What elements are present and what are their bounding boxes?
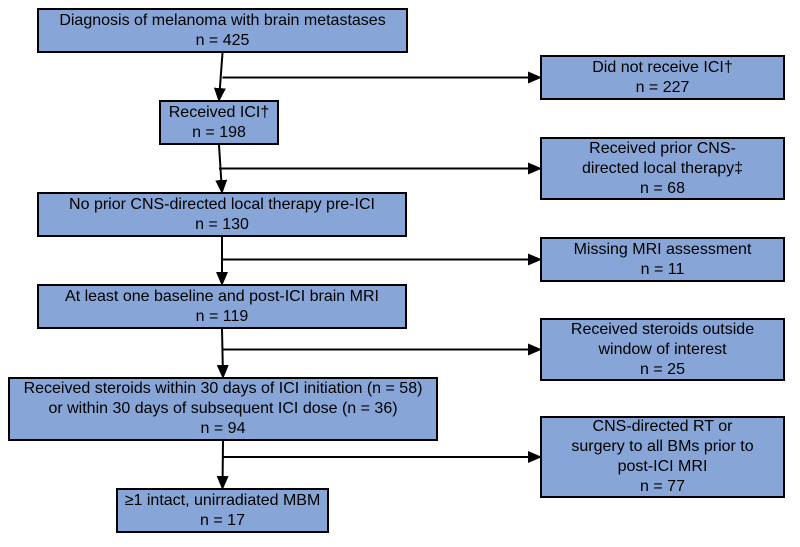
node-n3: No prior CNS-directed local therapy pre-… (37, 192, 407, 237)
node-e1-line1: Did not receive ICI† (592, 58, 733, 78)
node-e4-line3: n = 25 (640, 360, 685, 380)
node-n3-line1: No prior CNS-directed local therapy pre-… (69, 195, 375, 215)
node-e1-line2: n = 227 (636, 78, 690, 98)
node-n1-line1: Diagnosis of melanoma with brain metasta… (59, 11, 385, 31)
node-n6-line1: ≥1 intact, unirradiated MBM (125, 491, 321, 511)
node-n4: At least one baseline and post-ICI brain… (37, 284, 407, 329)
node-e5: CNS-directed RT orsurgery to all BMs pri… (540, 416, 785, 498)
node-e3: Missing MRI assessmentn = 11 (540, 237, 785, 282)
node-n1-line2: n = 425 (196, 31, 250, 51)
node-n1: Diagnosis of melanoma with brain metasta… (37, 8, 408, 53)
node-n2-line2: n = 198 (192, 123, 246, 143)
node-n5-line2: or within 30 days of subsequent ICI dose… (48, 399, 397, 419)
node-n5-line3: n = 94 (201, 419, 246, 439)
node-e5-line1: CNS-directed RT or (593, 417, 733, 437)
flowchart-canvas: Diagnosis of melanoma with brain metasta… (0, 0, 800, 547)
node-e5-line2: surgery to all BMs prior to (571, 437, 753, 457)
node-n2: Received ICI†n = 198 (159, 100, 279, 145)
node-n4-line1: At least one baseline and post-ICI brain… (65, 287, 379, 307)
node-n3-line2: n = 130 (195, 215, 249, 235)
node-n2-line1: Received ICI† (169, 103, 270, 123)
node-e3-line2: n = 11 (641, 260, 685, 280)
node-n6-line2: n = 17 (200, 511, 245, 531)
node-e2-line3: n = 68 (640, 179, 685, 199)
node-e1: Did not receive ICI†n = 227 (540, 55, 785, 100)
node-e4: Received steroids outsidewindow of inter… (540, 318, 785, 381)
node-n5: Received steroids within 30 days of ICI … (8, 377, 438, 441)
node-e2: Received prior CNS-directed local therap… (540, 137, 785, 200)
node-e4-line1: Received steroids outside (571, 320, 754, 340)
node-e2-line2: directed local therapy‡ (582, 159, 743, 179)
node-n4-line2: n = 119 (196, 307, 249, 327)
node-e5-line3: post-ICI MRI (618, 457, 708, 477)
node-n6: ≥1 intact, unirradiated MBMn = 17 (116, 488, 329, 533)
node-e3-line1: Missing MRI assessment (574, 240, 752, 260)
node-e2-line1: Received prior CNS- (589, 139, 736, 159)
node-n5-line1: Received steroids within 30 days of ICI … (24, 379, 423, 399)
node-e5-line4: n = 77 (640, 477, 685, 497)
node-e4-line2: window of interest (598, 340, 726, 360)
